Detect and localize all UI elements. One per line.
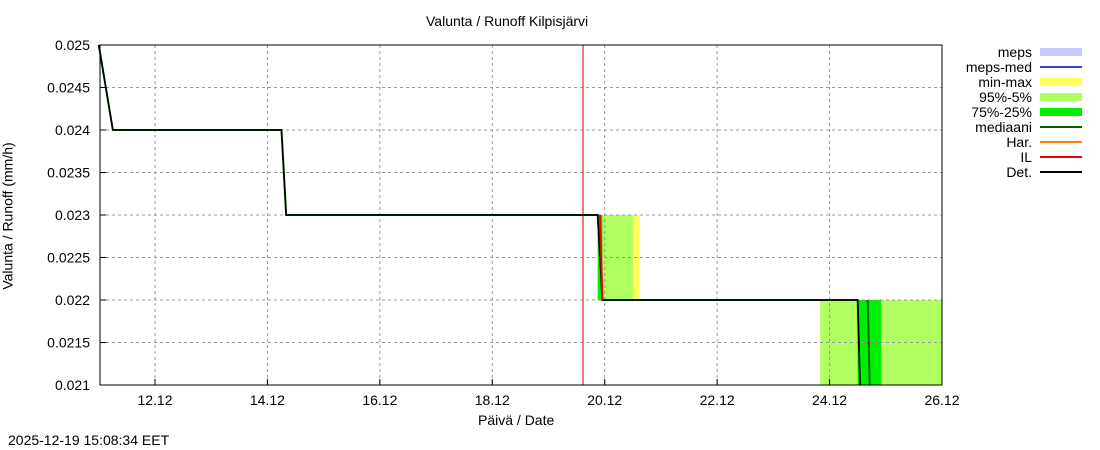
y-tick-label: 0.0245 bbox=[47, 80, 90, 96]
mediaani-line bbox=[866, 299, 871, 386]
legend-label: meps-med bbox=[966, 59, 1032, 75]
det-line bbox=[98, 44, 861, 386]
legend-label: min-max bbox=[978, 74, 1032, 90]
timestamp: 2025-12-19 15:08:34 EET bbox=[8, 432, 170, 448]
plot-frame bbox=[99, 44, 943, 386]
chart-title: Valunta / Runoff Kilpisjärvi bbox=[426, 13, 589, 29]
legend-swatch bbox=[1040, 108, 1082, 116]
y-tick-label: 0.0225 bbox=[47, 250, 90, 266]
y-tick-label: 0.021 bbox=[55, 377, 90, 393]
legend-swatch bbox=[1040, 93, 1082, 101]
legend-label: meps bbox=[998, 44, 1032, 60]
x-tick-label: 14.12 bbox=[250, 392, 285, 408]
y-tick-label: 0.025 bbox=[55, 37, 90, 53]
x-tick-label: 26.12 bbox=[924, 392, 959, 408]
legend-label: 75%-25% bbox=[971, 104, 1032, 120]
x-tick-label: 18.12 bbox=[475, 392, 510, 408]
x-tick-label: 24.12 bbox=[812, 392, 847, 408]
legend-label: Har. bbox=[1006, 134, 1032, 150]
legend-label: IL bbox=[1020, 149, 1032, 165]
y-axis-label: Valunta / Runoff (mm/h) bbox=[0, 142, 16, 290]
band-95-5 bbox=[597, 215, 633, 300]
x-tick-label: 16.12 bbox=[362, 392, 397, 408]
y-tick-label: 0.023 bbox=[55, 207, 90, 223]
y-tick-label: 0.022 bbox=[55, 292, 90, 308]
legend-label: mediaani bbox=[975, 119, 1032, 135]
y-tick-label: 0.0215 bbox=[47, 335, 90, 351]
y-tick-label: 0.024 bbox=[55, 122, 90, 138]
legend-swatch bbox=[1040, 48, 1082, 56]
legend-swatch bbox=[1040, 78, 1082, 86]
y-tick-label: 0.0235 bbox=[47, 165, 90, 181]
legend-label: 95%-5% bbox=[979, 89, 1032, 105]
il-line bbox=[599, 214, 604, 301]
x-axis-label: Päivä / Date bbox=[478, 412, 555, 428]
x-tick-label: 20.12 bbox=[587, 392, 622, 408]
legend-label: Det. bbox=[1006, 164, 1032, 180]
x-tick-label: 22.12 bbox=[700, 392, 735, 408]
x-tick-label: 12.12 bbox=[137, 392, 172, 408]
